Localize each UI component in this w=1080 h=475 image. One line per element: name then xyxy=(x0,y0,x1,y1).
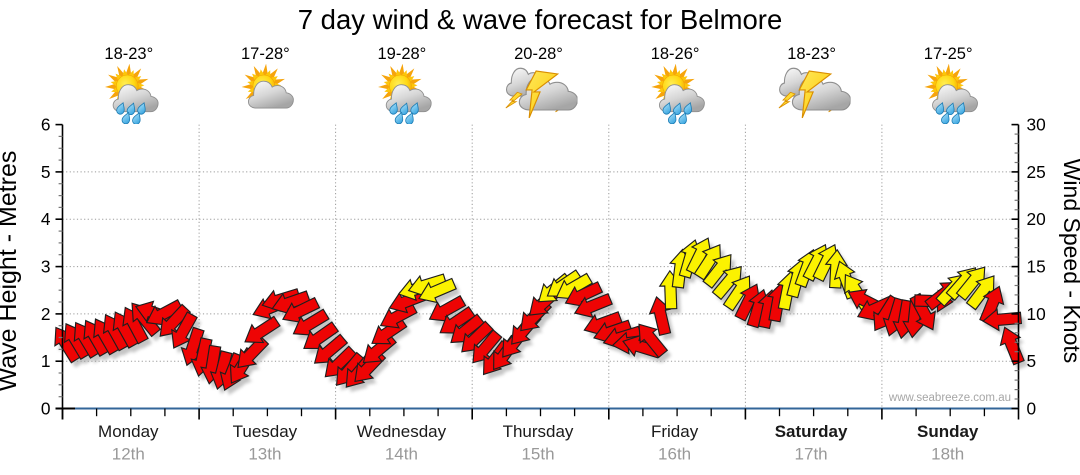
svg-text:14th: 14th xyxy=(385,445,418,464)
svg-text:18-23°: 18-23° xyxy=(104,45,153,63)
svg-text:Tuesday: Tuesday xyxy=(233,422,298,441)
svg-text:3: 3 xyxy=(41,257,51,277)
svg-text:0: 0 xyxy=(1027,399,1037,419)
svg-text:20-28°: 20-28° xyxy=(514,45,563,63)
svg-text:6: 6 xyxy=(41,115,51,135)
svg-text:Wind Speed - Knots: Wind Speed - Knots xyxy=(1059,159,1080,364)
svg-text:17-25°: 17-25° xyxy=(924,45,973,63)
svg-text:www.seabreeze.com.au: www.seabreeze.com.au xyxy=(888,392,1011,404)
svg-text:18th: 18th xyxy=(931,445,964,464)
svg-text:17th: 17th xyxy=(795,445,828,464)
svg-text:Wave Height - Metres: Wave Height - Metres xyxy=(0,151,22,392)
svg-text:18-23°: 18-23° xyxy=(787,45,836,63)
svg-text:12th: 12th xyxy=(112,445,145,464)
svg-text:7 day wind & wave forecast for: 7 day wind & wave forecast for Belmore xyxy=(298,4,783,35)
svg-text:Thursday: Thursday xyxy=(503,422,574,441)
svg-text:25: 25 xyxy=(1027,162,1046,182)
svg-text:15: 15 xyxy=(1027,257,1046,277)
svg-text:16th: 16th xyxy=(658,445,691,464)
svg-text:19-28°: 19-28° xyxy=(377,45,426,63)
svg-text:Sunday: Sunday xyxy=(917,422,979,441)
svg-text:5: 5 xyxy=(1027,351,1037,371)
svg-text:Saturday: Saturday xyxy=(775,422,848,441)
svg-text:10: 10 xyxy=(1027,304,1046,324)
svg-text:4: 4 xyxy=(41,209,51,229)
svg-text:0: 0 xyxy=(41,399,51,419)
svg-text:5: 5 xyxy=(41,162,51,182)
svg-text:Friday: Friday xyxy=(651,422,699,441)
svg-text:18-26°: 18-26° xyxy=(651,45,700,63)
svg-text:17-28°: 17-28° xyxy=(241,45,290,63)
svg-text:Monday: Monday xyxy=(98,422,159,441)
svg-text:1: 1 xyxy=(41,351,51,371)
svg-text:20: 20 xyxy=(1027,209,1046,229)
svg-text:30: 30 xyxy=(1027,115,1046,135)
svg-text:2: 2 xyxy=(41,304,51,324)
svg-text:13th: 13th xyxy=(248,445,281,464)
svg-text:15th: 15th xyxy=(521,445,554,464)
svg-text:Wednesday: Wednesday xyxy=(357,422,447,441)
